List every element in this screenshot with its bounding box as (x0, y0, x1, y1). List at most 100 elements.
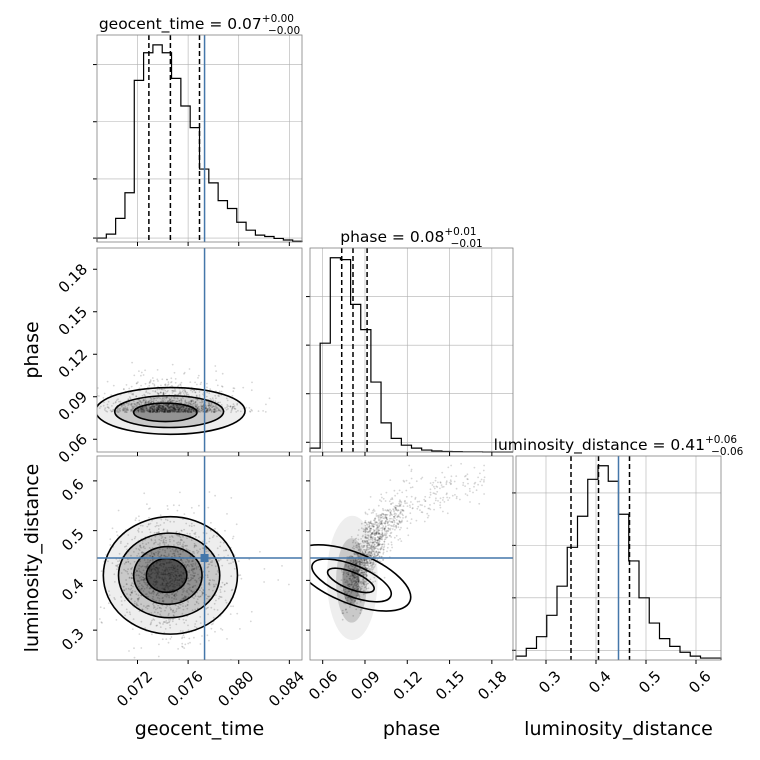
sample-point (157, 406, 160, 408)
sample-point (365, 553, 367, 555)
sample-point (378, 524, 380, 527)
sample-point (372, 550, 375, 553)
sample-point (132, 392, 135, 395)
sample-point (186, 411, 189, 413)
sample-point (219, 585, 222, 588)
sample-point (147, 604, 150, 607)
sample-point (201, 405, 204, 408)
sample-point (174, 407, 177, 410)
sample-point (449, 483, 452, 486)
sample-point (162, 573, 165, 576)
sample-point (354, 570, 357, 572)
sample-point (140, 408, 143, 411)
sample-point (221, 581, 224, 584)
sample-point (159, 562, 162, 565)
sample-point (137, 594, 140, 597)
sample-point (142, 410, 145, 413)
sample-point (368, 548, 371, 550)
sample-point (410, 518, 413, 520)
sample-point (214, 527, 216, 530)
sample-point (186, 604, 189, 607)
sample-point (398, 521, 401, 524)
sample-point (226, 559, 229, 562)
sample-point (347, 596, 350, 599)
sample-point (357, 558, 359, 561)
sample-point (390, 510, 393, 512)
sample-point (361, 546, 364, 549)
sample-point (358, 547, 361, 550)
sample-point (140, 546, 143, 549)
sample-point (409, 522, 412, 525)
sample-point (406, 505, 409, 507)
sample-point (356, 570, 359, 572)
sample-point (366, 560, 369, 563)
sample-point (150, 401, 152, 404)
sample-point (251, 381, 253, 384)
sample-point (370, 536, 372, 539)
sample-point (155, 562, 158, 565)
sample-point (168, 409, 171, 411)
sample-point (119, 542, 122, 544)
sample-point (450, 464, 452, 467)
sample-point (140, 579, 143, 582)
sample-point (158, 406, 160, 408)
sample-point (214, 409, 217, 412)
sample-point (200, 407, 203, 410)
sample-point (200, 404, 203, 407)
sample-point (162, 529, 165, 531)
sample-point (364, 564, 366, 566)
sample-point (390, 502, 393, 505)
sample-point (182, 405, 185, 408)
sample-point (162, 408, 165, 410)
sample-point (153, 565, 155, 568)
sample-point (208, 540, 211, 543)
sample-point (223, 590, 226, 593)
sample-point (164, 551, 167, 554)
sample-point (369, 535, 372, 537)
sample-point (386, 550, 388, 553)
sample-point (366, 526, 369, 529)
sample-point (166, 529, 169, 532)
y-axis-label-phase: phase (21, 321, 43, 378)
sample-point (172, 399, 175, 402)
sample-point (380, 522, 383, 525)
sample-point (137, 585, 140, 588)
sample-point (116, 408, 119, 411)
sample-point (137, 410, 140, 412)
sample-point (142, 576, 145, 579)
sample-point (357, 538, 360, 541)
sample-point (168, 568, 171, 571)
sample-point (361, 569, 363, 572)
sample-point (352, 586, 355, 589)
sample-point (447, 499, 449, 501)
sample-point (174, 378, 177, 380)
sample-point (373, 529, 376, 532)
sample-point (432, 492, 435, 494)
sample-point (195, 406, 198, 408)
sample-point (342, 612, 345, 615)
sample-point (182, 582, 185, 584)
sample-point (182, 608, 185, 611)
sample-point (375, 550, 378, 553)
sample-point (176, 584, 179, 587)
sample-point (183, 577, 186, 580)
sample-point (375, 533, 378, 536)
sample-point (149, 410, 151, 413)
sample-point (148, 408, 151, 411)
sample-point (225, 549, 228, 552)
sample-point (177, 579, 180, 581)
sample-point (171, 564, 174, 567)
sample-point (146, 586, 148, 589)
sample-point (172, 565, 175, 568)
sample-point (140, 407, 143, 410)
sample-point (483, 480, 485, 483)
sample-point (350, 579, 353, 581)
sample-point (217, 597, 220, 600)
sample-point (170, 409, 173, 411)
sample-point (144, 401, 147, 404)
sample-point (435, 493, 437, 495)
sample-point (163, 400, 165, 403)
sample-point (353, 552, 356, 555)
sample-point (176, 398, 179, 400)
sample-point (466, 494, 469, 497)
